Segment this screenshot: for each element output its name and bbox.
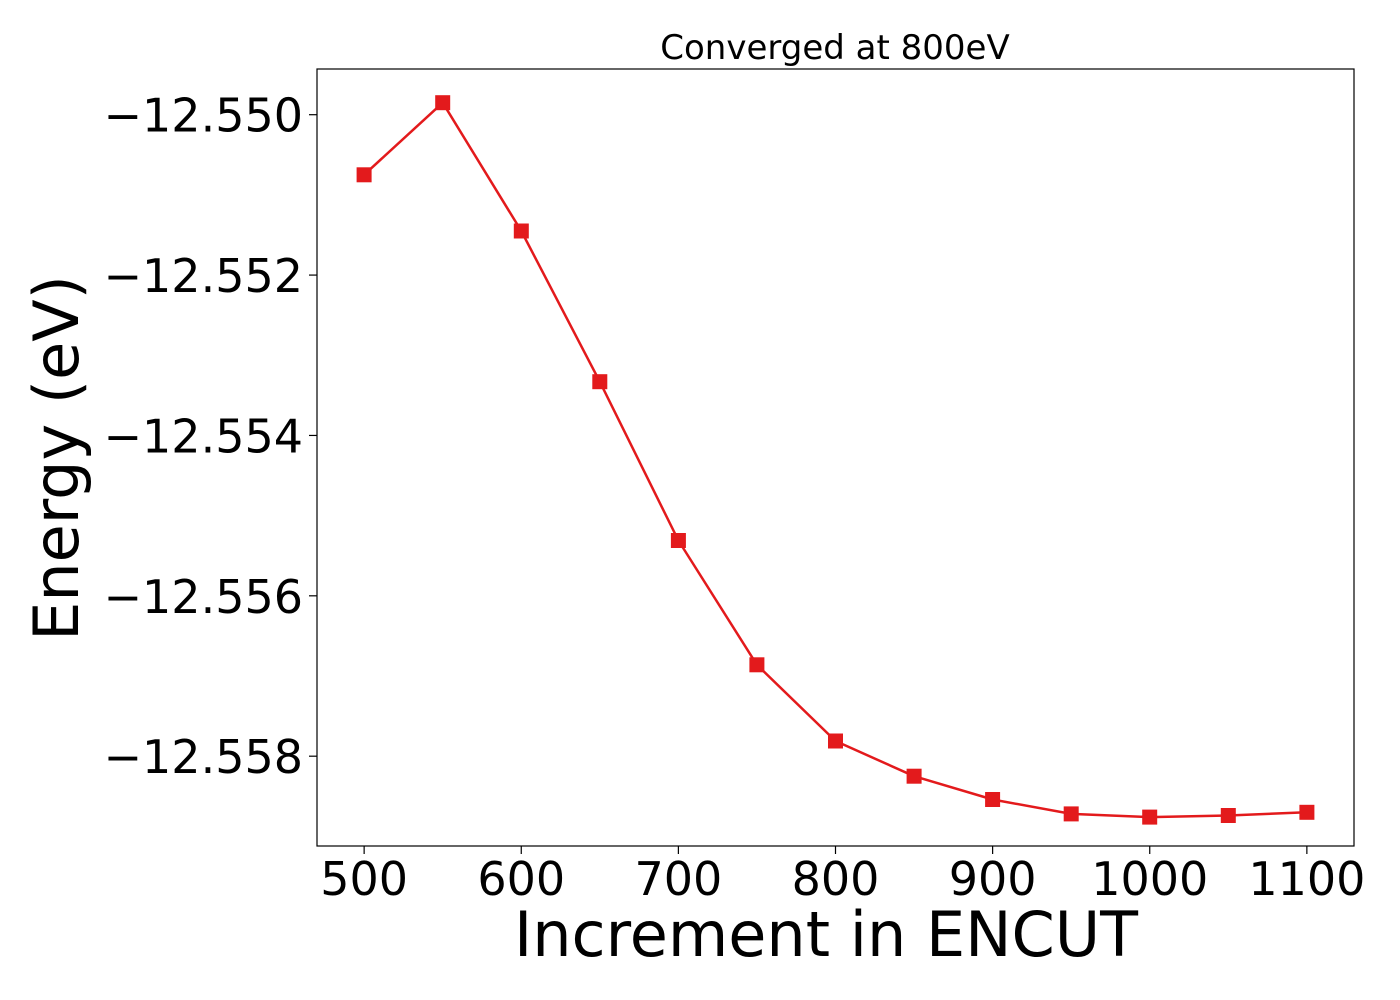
data-point-marker: [906, 768, 922, 784]
y-tick-label: −12.558: [104, 730, 304, 784]
x-tick-label: 900: [949, 852, 1037, 906]
x-tick-label: 500: [320, 852, 408, 906]
data-point-marker: [1299, 804, 1315, 820]
y-tick-label: −12.550: [104, 89, 304, 143]
x-tick-label: 1100: [1248, 852, 1365, 906]
data-point-marker: [435, 95, 451, 111]
data-point-marker: [828, 733, 843, 749]
y-axis-label: Energy (eV): [20, 275, 93, 641]
x-tick-label: 800: [792, 852, 880, 906]
data-point-marker: [1063, 806, 1079, 822]
axes-frame: [316, 68, 1355, 847]
x-tick-label: 700: [634, 852, 722, 906]
data-point-marker: [985, 792, 1001, 807]
data-point-marker: [592, 374, 608, 390]
y-axis-ticks: −12.550 −12.552 −12.554 −12.556 −12.558: [104, 89, 317, 784]
x-axis-ticks: 500 600 700 800 900 1000 1100: [320, 846, 1365, 906]
x-tick-label: 600: [477, 852, 565, 906]
data-point-marker: [1220, 808, 1236, 823]
y-tick-label: −12.552: [104, 249, 304, 303]
data-point-marker: [1142, 809, 1158, 825]
x-tick-label: 1000: [1091, 852, 1208, 906]
plot-area: [356, 95, 1315, 825]
x-axis-label: Increment in ENCUT: [514, 898, 1139, 971]
data-point-marker: [356, 167, 372, 183]
y-tick-label: −12.554: [104, 409, 304, 463]
series-line: [363, 101, 1307, 819]
y-tick-label: −12.556: [104, 570, 304, 624]
data-point-marker: [749, 657, 765, 673]
chart-title: Converged at 800eV: [660, 28, 1009, 68]
data-point-marker: [670, 533, 686, 548]
data-point-marker: [513, 223, 529, 239]
